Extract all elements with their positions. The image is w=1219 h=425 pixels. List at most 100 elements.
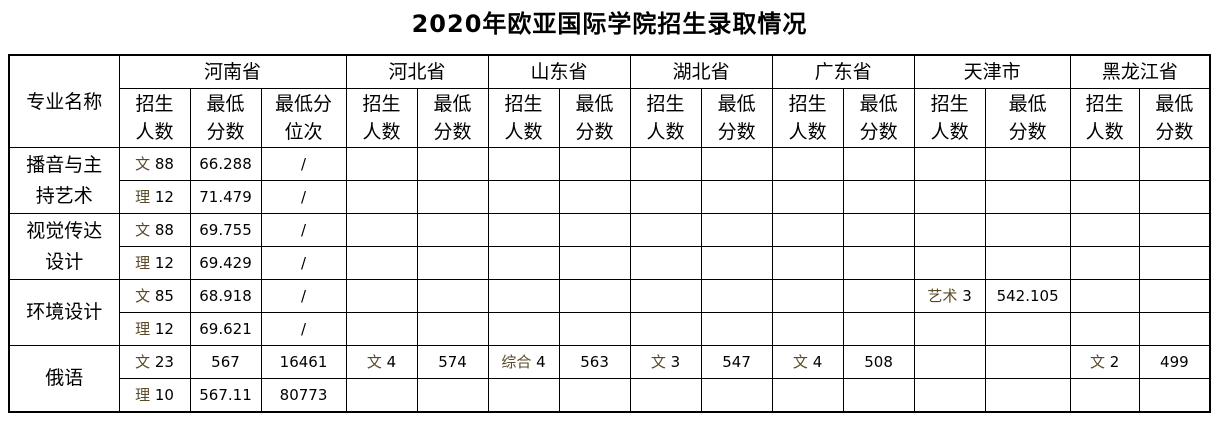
- table-cell: [700, 180, 773, 214]
- table-cell: [913, 378, 986, 413]
- table-row: 理 10 567.11 80773: [9, 378, 1211, 413]
- table-cell: 艺术 3: [913, 279, 986, 313]
- table-cell: [1138, 378, 1211, 413]
- table-cell: [416, 312, 489, 346]
- table-cell: [629, 180, 702, 214]
- table-cell: [416, 246, 489, 280]
- major-name: 视觉传达 设计: [8, 213, 120, 280]
- table-row: 理 12 71.479/: [9, 180, 1211, 214]
- table-cell: [629, 378, 702, 413]
- table-row: 环境设计文 85 68.918/ 艺术 3 542.105: [8, 279, 1211, 346]
- table-cell: [842, 378, 915, 413]
- table-cell: [1069, 378, 1140, 413]
- table-cell: [700, 279, 773, 313]
- table-cell: /: [260, 246, 347, 280]
- table-cell: [1138, 213, 1211, 247]
- major-name: 环境设计: [8, 279, 120, 346]
- table-cell: [416, 147, 489, 181]
- table-cell: [1069, 279, 1140, 313]
- table-cell: [984, 246, 1071, 280]
- table-cell: [1069, 246, 1140, 280]
- province-header: 黑龙江省: [1069, 54, 1211, 89]
- table-cell: /: [260, 312, 347, 346]
- table-cell: [700, 312, 773, 346]
- table-cell: 574: [416, 345, 489, 379]
- table-cell: [771, 312, 844, 346]
- table-cell: [558, 246, 631, 280]
- column-header: 最低分 位次: [260, 88, 347, 148]
- table-cell: 文 85: [118, 279, 191, 313]
- province-header: 河南省: [118, 54, 347, 89]
- table-cell: [345, 213, 418, 247]
- table-row: 理 12 69.621/: [9, 312, 1211, 346]
- table-cell: 69.429: [189, 246, 262, 280]
- table-cell: [487, 213, 560, 247]
- table-cell: [1069, 312, 1140, 346]
- table-cell: [1138, 180, 1211, 214]
- table-cell: [345, 312, 418, 346]
- table-cell: [416, 213, 489, 247]
- table-cell: [1069, 147, 1140, 181]
- table-cell: [913, 147, 986, 181]
- table-cell: [1138, 246, 1211, 280]
- table-cell: [842, 213, 915, 247]
- table-cell: 499: [1138, 345, 1211, 379]
- province-header: 天津市: [913, 54, 1071, 89]
- table-cell: [1069, 213, 1140, 247]
- table-cell: [487, 312, 560, 346]
- table-cell: [842, 246, 915, 280]
- province-header: 山东省: [487, 54, 631, 89]
- table-cell: [842, 147, 915, 181]
- table-cell: 理 10: [118, 378, 191, 413]
- table-cell: 71.479: [189, 180, 262, 214]
- table-cell: 69.755: [189, 213, 262, 247]
- table-cell: [558, 147, 631, 181]
- table-cell: [629, 279, 702, 313]
- column-header: 最低 分数: [189, 88, 262, 148]
- table-cell: 理 12: [118, 312, 191, 346]
- column-header: 最低 分数: [984, 88, 1071, 148]
- table-cell: [345, 180, 418, 214]
- table-row: 播音与主 持艺术文 88 66.288/: [8, 147, 1211, 214]
- table-cell: /: [260, 213, 347, 247]
- table-cell: 16461: [260, 345, 347, 379]
- table-cell: [558, 213, 631, 247]
- table-cell: [629, 246, 702, 280]
- table-cell: [416, 180, 489, 214]
- table-cell: [984, 345, 1071, 379]
- table-cell: 文 4: [771, 345, 844, 379]
- major-column-header: 专业名称: [8, 54, 120, 148]
- table-cell: 567: [189, 345, 262, 379]
- table-cell: [487, 147, 560, 181]
- table-cell: 文 3: [629, 345, 702, 379]
- column-header: 招生 人数: [629, 88, 702, 148]
- column-header: 最低 分数: [416, 88, 489, 148]
- table-cell: [842, 279, 915, 313]
- table-cell: [984, 312, 1071, 346]
- table-cell: [345, 246, 418, 280]
- column-header: 招生 人数: [345, 88, 418, 148]
- table-cell: 文 2: [1069, 345, 1140, 379]
- table-cell: 542.105: [984, 279, 1071, 313]
- table-cell: [416, 378, 489, 413]
- table-cell: /: [260, 180, 347, 214]
- column-header: 最低 分数: [700, 88, 773, 148]
- table-cell: /: [260, 147, 347, 181]
- major-name: 播音与主 持艺术: [8, 147, 120, 214]
- table-cell: 文 23: [118, 345, 191, 379]
- table-cell: 567.11: [189, 378, 262, 413]
- table-cell: [629, 213, 702, 247]
- table-cell: [771, 147, 844, 181]
- table-cell: [700, 147, 773, 181]
- table-cell: [913, 345, 986, 379]
- table-cell: [345, 378, 418, 413]
- table-cell: /: [260, 279, 347, 313]
- table-cell: [984, 378, 1071, 413]
- province-header: 河北省: [345, 54, 489, 89]
- table-cell: [1138, 312, 1211, 346]
- table-cell: 80773: [260, 378, 347, 413]
- column-header: 最低 分数: [1138, 88, 1211, 148]
- table-cell: [629, 147, 702, 181]
- column-header: 最低 分数: [842, 88, 915, 148]
- table-cell: [984, 147, 1071, 181]
